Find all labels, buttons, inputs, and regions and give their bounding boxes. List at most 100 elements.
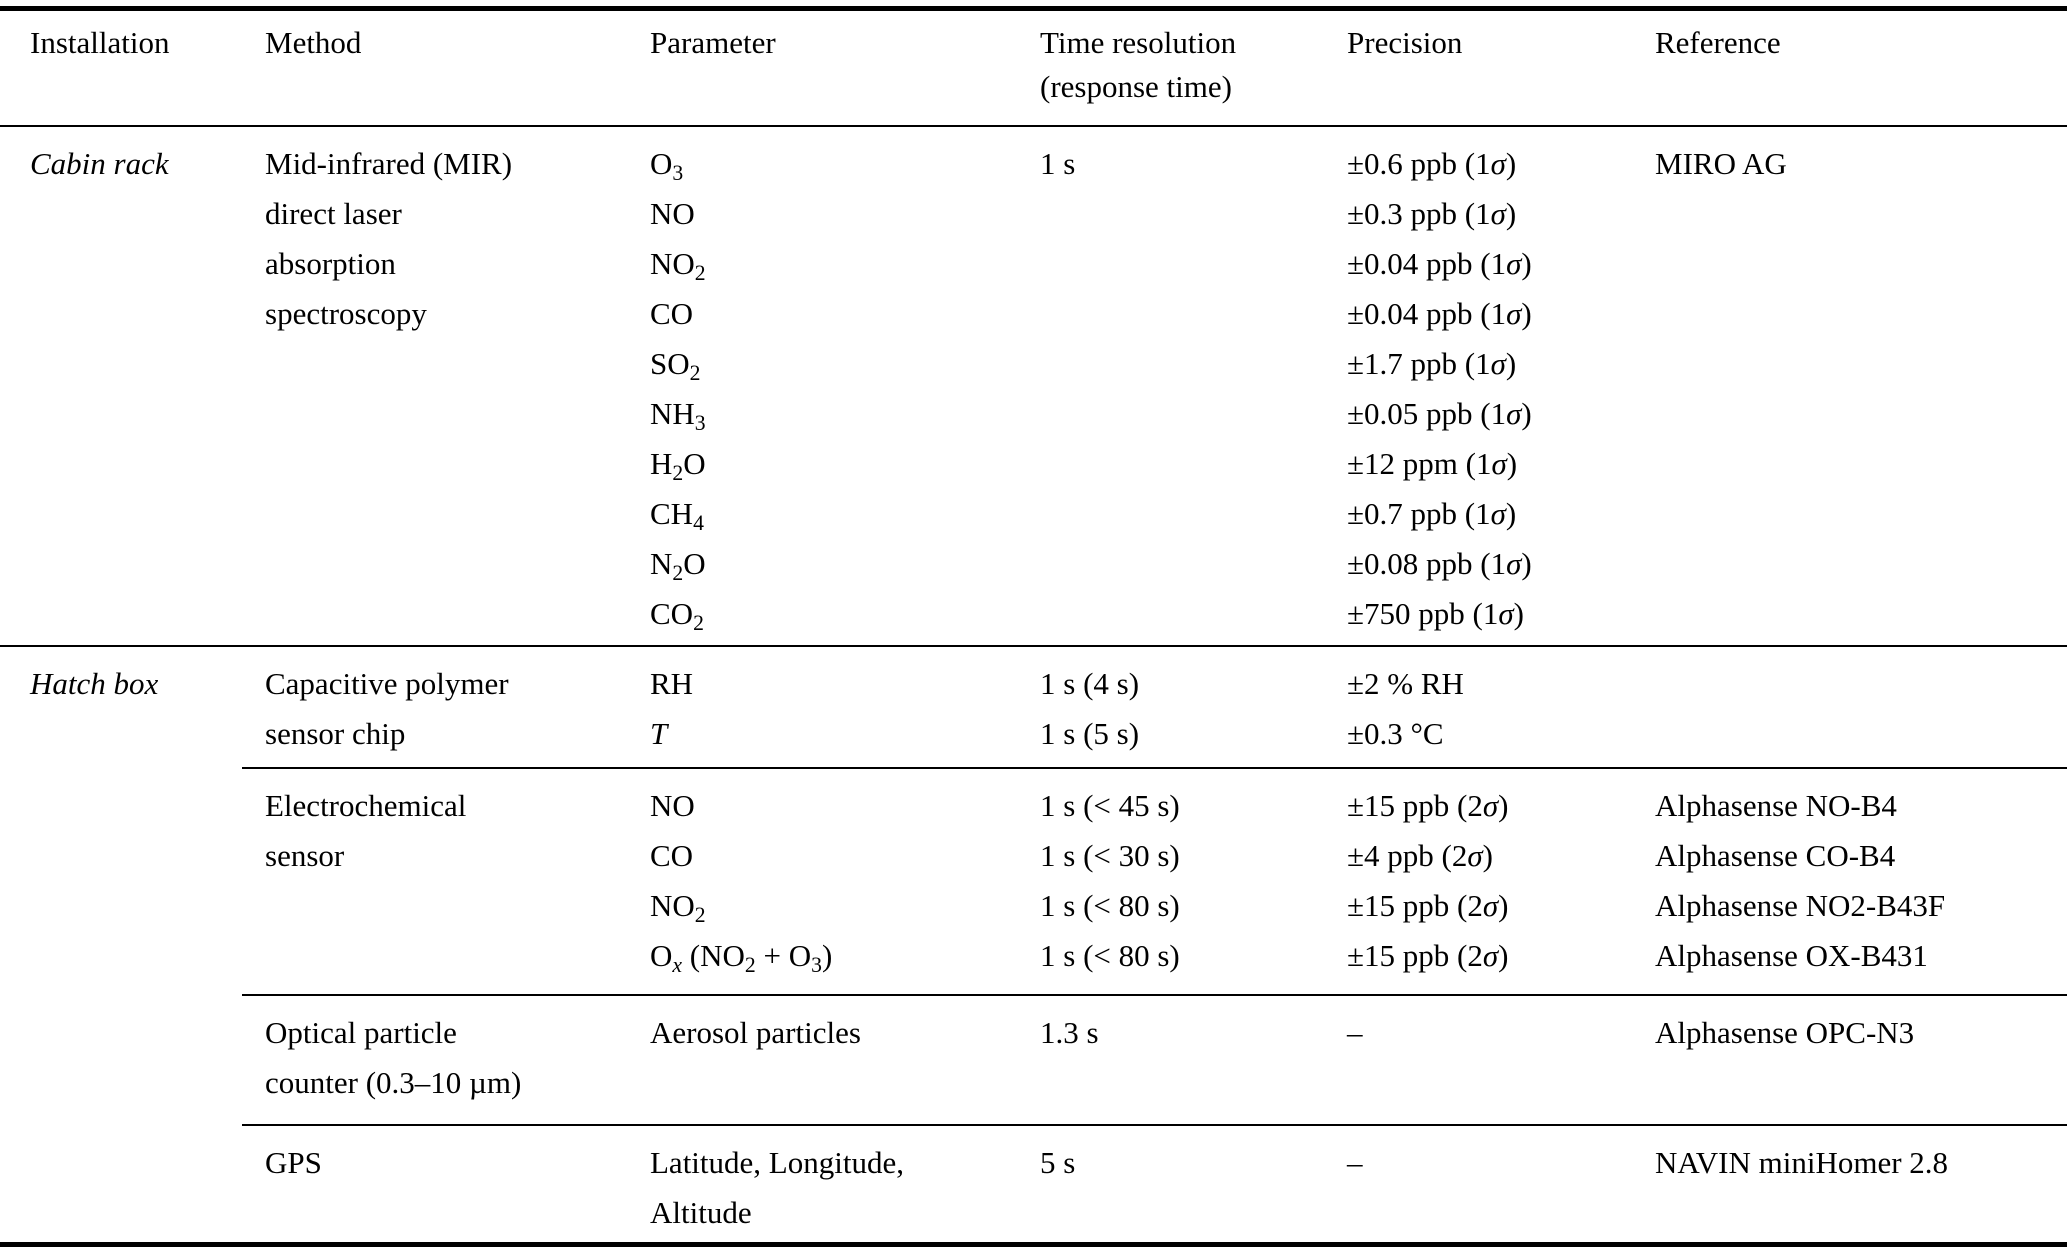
section-separator-rule [0, 645, 2067, 647]
cell-line: 1.3 s [1040, 1015, 1099, 1050]
cell-line: CO [650, 838, 694, 873]
cell-line: NAVIN miniHomer 2.8 [1655, 1145, 1949, 1180]
parameter-cell: RH T [650, 659, 1040, 759]
cell-line: ±0.3 °C [1347, 716, 1444, 751]
cell-line: 5 s [1040, 1145, 1076, 1180]
reference-cell: MIRO AG [1655, 139, 2067, 189]
cell-line: T [650, 716, 668, 751]
cell-line: Alphasense NO2-B43F [1655, 888, 1946, 923]
cell-line: 1 s (4 s) [1040, 666, 1140, 701]
col-header-parameter: Parameter [650, 21, 1040, 65]
cell-line: N2O [650, 546, 706, 585]
cell-line: ±15 ppb (2σ) [1347, 788, 1509, 823]
cell-line: Latitude, Longitude, [650, 1145, 904, 1180]
col-header-installation: Installation [0, 21, 242, 65]
cell-line: SO2 [650, 346, 701, 385]
row-capacitive-sensor: Capacitive polymer sensor chip RH T 1 s (4… [242, 647, 2067, 767]
cell-line: Alphasense OPC-N3 [1655, 1015, 1915, 1050]
cell-line: NO2 [650, 246, 706, 285]
cell-line: ±12 ppm (1σ) [1347, 446, 1518, 481]
method-cell: Mid-infrared (MIR) direct laser absorption… [242, 139, 650, 339]
cell-line: Capacitive polymer [265, 666, 509, 701]
time-resolution-cell: 1 s [1040, 139, 1347, 189]
cell-line: absorption [265, 246, 396, 281]
cell-line: Ox (NO2 + O3) [650, 938, 833, 977]
cell-line: CO2 [650, 596, 704, 635]
cell-line: Time resolution [1040, 25, 1237, 60]
cell-line: H2O [650, 446, 706, 485]
cell-line: Optical particle [265, 1015, 457, 1050]
table-bottom-rule [0, 1242, 2067, 1247]
row-mir-spectroscopy: Mid-infrared (MIR) direct laser absorption… [242, 127, 2067, 645]
cell-line: ±1.7 ppb (1σ) [1347, 346, 1517, 381]
method-cell: Electrochemical sensor [242, 781, 650, 881]
col-header-precision: Precision [1347, 21, 1655, 65]
cell-line: ±0.6 ppb (1σ) [1347, 146, 1517, 181]
cell-line: Alphasense OX-B431 [1655, 938, 1928, 973]
cell-line: Alphasense NO-B4 [1655, 788, 1897, 823]
cell-line: 1 s (5 s) [1040, 716, 1140, 751]
cell-line: Alphasense CO-B4 [1655, 838, 1896, 873]
hatch-box-blocks: Capacitive polymer sensor chip RH T 1 s (4… [242, 647, 2067, 1242]
cell-line: CH4 [650, 496, 704, 535]
cell-line: 1 s (< 80 s) [1040, 938, 1180, 973]
section-hatch-box: Hatch box Capacitive polymer sensor chip … [0, 647, 2067, 1242]
cell-line: direct laser [265, 196, 402, 231]
cell-line: ±750 ppb (1σ) [1347, 596, 1524, 631]
reference-cell: Alphasense NO-B4 Alphasense CO-B4 Alphasen… [1655, 781, 2067, 981]
cell-line: sensor [265, 838, 345, 873]
cell-line: 1 s (< 45 s) [1040, 788, 1180, 823]
cell-line: O3 [650, 146, 684, 185]
cell-line: – [1347, 1015, 1363, 1050]
cell-line: NO2 [650, 888, 706, 927]
time-resolution-cell: 1 s (4 s) 1 s (5 s) [1040, 659, 1347, 759]
cell-line: (response time) [1040, 69, 1232, 104]
cell-line: ±0.3 ppb (1σ) [1347, 196, 1517, 231]
cell-line: ±0.05 ppb (1σ) [1347, 396, 1532, 431]
subrow-separator-rule [242, 994, 2067, 996]
parameter-cell: O3 NO NO2 CO SO2 NH3 H2O CH4 N2O CO2 [650, 139, 1040, 639]
precision-cell: ±15 ppb (2σ) ±4 ppb (2σ) ±15 ppb (2σ) ±15 p… [1347, 781, 1655, 981]
installation-label: Cabin rack [0, 127, 242, 189]
precision-cell: – [1347, 1008, 1655, 1058]
cell-line: ±2 % RH [1347, 666, 1464, 701]
precision-cell: ±0.6 ppb (1σ) ±0.3 ppb (1σ) ±0.04 ppb (1σ)… [1347, 139, 1655, 639]
cell-line: Electrochemical [265, 788, 467, 823]
cell-line: NH3 [650, 396, 706, 435]
cell-line: MIRO AG [1655, 146, 1787, 181]
cell-line: spectroscopy [265, 296, 427, 331]
cell-line: RH [650, 666, 694, 701]
cell-line: ±0.08 ppb (1σ) [1347, 546, 1532, 581]
cell-line: counter (0.3–10 µm) [265, 1065, 522, 1100]
time-resolution-cell: 5 s [1040, 1138, 1347, 1188]
precision-cell: – [1347, 1138, 1655, 1188]
time-resolution-cell: 1 s (< 45 s) 1 s (< 30 s) 1 s (< 80 s) 1 s … [1040, 781, 1347, 981]
cell-line: Mid-infrared (MIR) [265, 146, 513, 181]
method-cell: GPS [242, 1138, 650, 1188]
cell-line: Aerosol particles [650, 1015, 861, 1050]
installation-label-text: Hatch box [30, 666, 159, 701]
cell-line: NO [650, 788, 695, 823]
reference-cell: NAVIN miniHomer 2.8 [1655, 1138, 2067, 1188]
col-header-time-resolution: Time resolution (response time) [1040, 21, 1347, 109]
time-resolution-cell: 1.3 s [1040, 1008, 1347, 1058]
method-cell: Optical particle counter (0.3–10 µm) [242, 1008, 650, 1108]
row-electrochemical-sensor: Electrochemical sensor NO CO NO2 Ox (NO2 + O… [242, 769, 2067, 994]
method-cell: Capacitive polymer sensor chip [242, 659, 650, 759]
reference-cell: Alphasense OPC-N3 [1655, 1008, 2067, 1058]
table-header-row: Installation Method Parameter Time resol… [0, 11, 2067, 125]
row-gps: GPS Latitude, Longitude, Altitude 5 s – N… [242, 1126, 2067, 1242]
cell-line: ±0.7 ppb (1σ) [1347, 496, 1517, 531]
cell-line: 1 s (< 30 s) [1040, 838, 1180, 873]
cell-line: ±0.04 ppb (1σ) [1347, 296, 1532, 331]
section-cabin-rack: Cabin rack Mid-infrared (MIR) direct lase… [0, 127, 2067, 645]
cell-line: ±0.04 ppb (1σ) [1347, 246, 1532, 281]
cell-line: Precision [1347, 25, 1463, 60]
row-optical-particle-counter: Optical particle counter (0.3–10 µm) Aero… [242, 996, 2067, 1124]
parameter-cell: Latitude, Longitude, Altitude [650, 1138, 1040, 1238]
subrow-separator-rule [242, 1124, 2067, 1126]
subrow-separator-rule [242, 767, 2067, 769]
cell-line: ±15 ppb (2σ) [1347, 888, 1509, 923]
installation-label-text: Cabin rack [30, 146, 169, 181]
